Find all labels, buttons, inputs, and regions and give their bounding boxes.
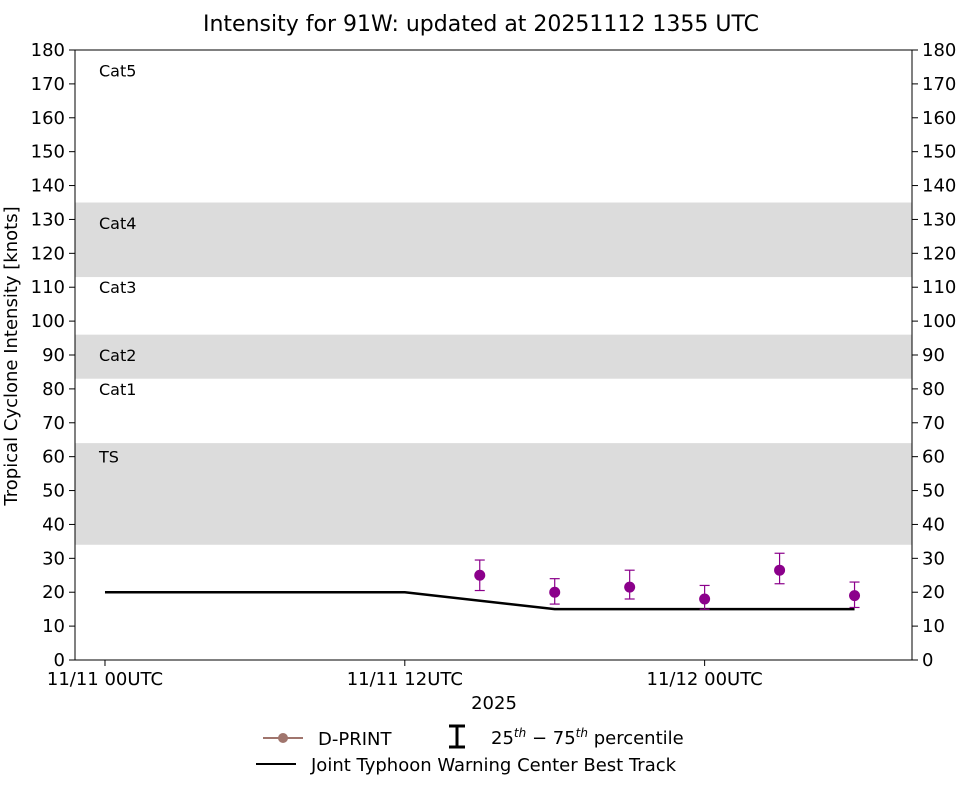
y-tick-label-right: 180 [922, 40, 956, 61]
best-track-series [104, 590, 855, 611]
category-labels: TS Cat1 Cat2 Cat3 Cat4 Cat5 [98, 61, 136, 466]
y-axis-left: 0 10 20 30 40 50 60 70 80 90 100 110 120 130 140 150 160… [31, 40, 75, 671]
y-tick-label: 130 [31, 209, 65, 230]
band-ts [75, 443, 912, 545]
chart-title: Intensity for 91W: updated at 20251112 1… [203, 12, 759, 37]
y-tick-label: 70 [42, 413, 65, 434]
dprint-point [624, 581, 636, 593]
x-tick-label: 11/11 00UTC [47, 669, 163, 690]
x-axis: 11/11 00UTC 11/11 12UTC 11/12 00UTC [47, 660, 763, 690]
y-tick-label: 50 [42, 481, 65, 502]
legend-besttrack-label: Joint Typhoon Warning Center Best Track [310, 755, 677, 776]
legend-dprint-label: D-PRINT [318, 729, 392, 750]
y-tick-label-right: 10 [922, 616, 945, 637]
y-tick-label: 0 [54, 650, 65, 671]
band-label-cat2: Cat2 [99, 346, 136, 365]
y-tick-label: 140 [31, 176, 65, 197]
legend-dprint-marker [278, 733, 288, 743]
y-tick-label-right: 50 [922, 481, 945, 502]
y-tick-label: 30 [42, 548, 65, 569]
y-tick-label-right: 150 [922, 142, 956, 163]
y-tick-label-right: 0 [922, 650, 933, 671]
band-cat2 [75, 334, 912, 379]
y-tick-label: 90 [42, 345, 65, 366]
best-track-line [104, 590, 855, 611]
y-tick-label-right: 130 [922, 209, 956, 230]
y-tick-label-right: 20 [922, 582, 945, 603]
legend-percentile-icon [449, 724, 465, 749]
category-bands [75, 202, 912, 545]
band-label-cat4: Cat4 [99, 214, 136, 233]
y-tick-label-right: 30 [922, 548, 945, 569]
y-tick-label: 40 [42, 514, 65, 535]
legend: D-PRINT 25th − 75th percentile Joint Typ… [256, 724, 684, 776]
y-tick-label: 60 [42, 447, 65, 468]
band-cat4 [75, 202, 912, 278]
y-tick-label-right: 90 [922, 345, 945, 366]
y-tick-label: 10 [42, 616, 65, 637]
y-tick-label-right: 100 [922, 311, 956, 332]
y-tick-label-right: 70 [922, 413, 945, 434]
band-label-cat1: Cat1 [99, 380, 136, 399]
y-axis-right: 0 10 20 30 40 50 60 70 80 90 100 110 120 130 140 150 160… [912, 40, 956, 671]
y-tick-label: 150 [31, 142, 65, 163]
y-tick-label: 100 [31, 311, 65, 332]
x-axis-label: 2025 [471, 693, 517, 714]
y-tick-label-right: 120 [922, 243, 956, 264]
dprint-point [849, 590, 861, 602]
y-tick-label: 180 [31, 40, 65, 61]
band-label-cat5: Cat5 [99, 61, 136, 80]
x-tick-label: 11/11 12UTC [347, 669, 463, 690]
y-tick-label-right: 80 [922, 379, 945, 400]
legend-percentile-label: 25th − 75th percentile [491, 726, 684, 749]
y-tick-label: 170 [31, 74, 65, 95]
dprint-point [699, 593, 711, 605]
y-tick-label-right: 110 [922, 277, 956, 298]
y-tick-label: 110 [31, 277, 65, 298]
dprint-series [474, 552, 861, 610]
y-tick-label-right: 140 [922, 176, 956, 197]
y-tick-label: 160 [31, 108, 65, 129]
dprint-point [774, 564, 786, 576]
band-label-ts: TS [98, 448, 119, 467]
y-tick-label: 120 [31, 243, 65, 264]
y-tick-label-right: 170 [922, 74, 956, 95]
y-tick-label-right: 40 [922, 514, 945, 535]
y-tick-label-right: 160 [922, 108, 956, 129]
y-tick-label-right: 60 [922, 447, 945, 468]
band-label-cat3: Cat3 [99, 278, 136, 297]
y-tick-label: 20 [42, 582, 65, 603]
dprint-point [549, 586, 561, 598]
y-axis-label: Tropical Cyclone Intensity [knots] [1, 206, 22, 506]
dprint-point [474, 569, 486, 581]
x-tick-label: 11/12 00UTC [647, 669, 763, 690]
y-tick-label: 80 [42, 379, 65, 400]
